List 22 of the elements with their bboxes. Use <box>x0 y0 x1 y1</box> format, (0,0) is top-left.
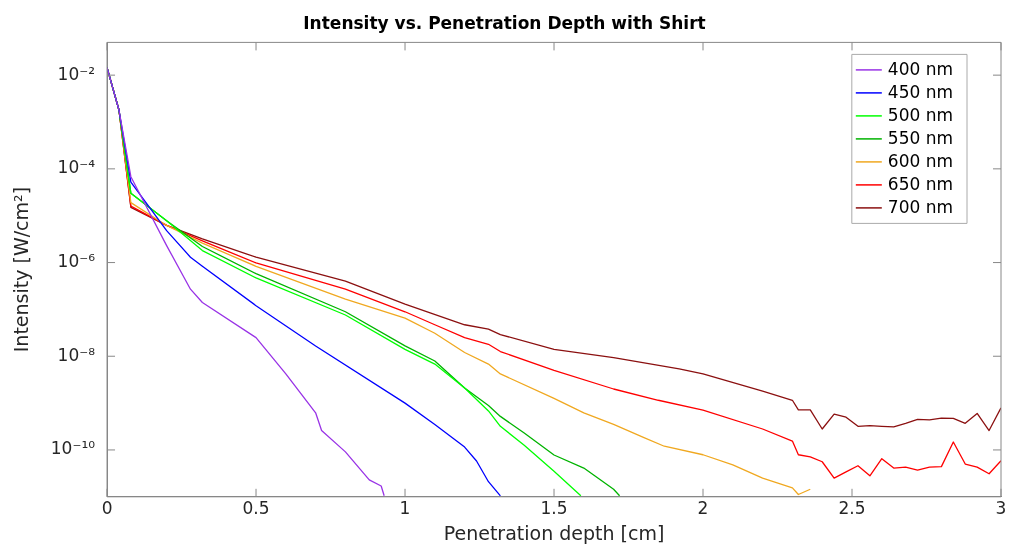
legend-label: 400 nm <box>887 59 953 80</box>
legend-label: 500 nm <box>887 105 953 126</box>
legend-label: 700 nm <box>887 197 953 218</box>
chart-title: Intensity vs. Penetration Depth with Shirt <box>303 12 706 33</box>
legend-label: 650 nm <box>887 174 953 195</box>
legend-label: 550 nm <box>887 128 953 149</box>
x-tick-label: 3 <box>995 498 1007 519</box>
y-tick-label: 10⁻² <box>57 63 96 84</box>
legend-label: 450 nm <box>887 82 953 103</box>
y-tick-label: 10⁻⁴ <box>57 157 96 178</box>
x-tick-label: 2.5 <box>838 498 866 519</box>
x-tick-label: 0 <box>101 498 113 519</box>
x-axis-title: Penetration depth [cm] <box>443 521 665 544</box>
y-tick-label: 10⁻¹⁰ <box>50 438 96 459</box>
x-tick-label: 2 <box>697 498 709 519</box>
x-tick-label: 0.5 <box>242 498 270 519</box>
legend-label: 600 nm <box>887 151 953 172</box>
y-axis-title: Intensity [W/cm²] <box>10 186 33 353</box>
x-tick-label: 1 <box>399 498 411 519</box>
y-tick-label: 10⁻⁶ <box>57 250 96 271</box>
y-tick-label: 10⁻⁸ <box>57 344 96 365</box>
x-tick-label: 1.5 <box>540 498 568 519</box>
